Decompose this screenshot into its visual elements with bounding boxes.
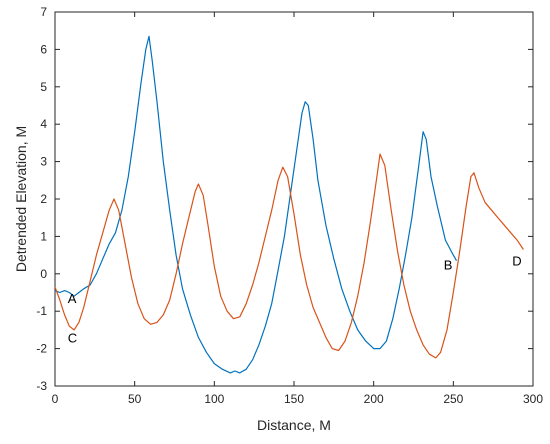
x-tick-label: 50: [128, 392, 142, 406]
y-tick-label: -1: [36, 304, 47, 318]
x-axis-label: Distance, M: [257, 417, 331, 433]
annotation-c: C: [68, 330, 77, 345]
y-tick-label: -2: [36, 342, 47, 356]
plot-area: [54, 11, 534, 387]
series-group: [54, 35, 524, 374]
x-tick-label: 300: [523, 392, 543, 406]
axis-ticks: 0 50 100 150 200 250 300 -3 -2 -1 0 1 2 3 4 5 6 7: [36, 5, 543, 406]
y-tick-label: -3: [36, 379, 47, 393]
annotation-b: B: [444, 257, 453, 272]
series-line-2: [54, 153, 524, 359]
y-tick-label: 1: [40, 229, 47, 243]
y-tick-label: 4: [40, 117, 47, 131]
y-tick-label: 2: [40, 192, 47, 206]
x-tick-label: 150: [284, 392, 304, 406]
annotation-a: A: [68, 291, 77, 306]
series-line-1: [54, 35, 458, 374]
y-tick-label: 0: [40, 267, 47, 281]
y-tick-label: 7: [40, 5, 47, 19]
y-tick-label: 3: [40, 155, 47, 169]
y-axis-label: Detrended Elevation, M: [13, 126, 29, 272]
annotation-group: A C B D: [68, 254, 522, 346]
annotation-d: D: [512, 254, 521, 269]
y-tick-label: 5: [40, 80, 47, 94]
x-tick-label: 250: [443, 392, 463, 406]
y-tick-label: 6: [40, 42, 47, 56]
x-tick-label: 200: [364, 392, 384, 406]
x-tick-label: 0: [52, 392, 59, 406]
x-tick-label: 100: [204, 392, 224, 406]
